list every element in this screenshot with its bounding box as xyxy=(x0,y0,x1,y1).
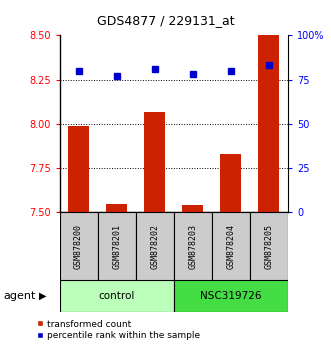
Bar xyxy=(60,212,98,280)
Bar xyxy=(174,280,288,312)
Bar xyxy=(174,212,212,280)
Text: GSM878202: GSM878202 xyxy=(150,223,159,269)
Bar xyxy=(220,154,241,212)
Text: control: control xyxy=(99,291,135,301)
Bar xyxy=(212,212,250,280)
Text: agent: agent xyxy=(3,291,36,301)
Text: GSM878201: GSM878201 xyxy=(112,223,121,269)
Legend: transformed count, percentile rank within the sample: transformed count, percentile rank withi… xyxy=(38,320,200,340)
Text: GSM878200: GSM878200 xyxy=(74,223,83,269)
Bar xyxy=(182,205,203,212)
Bar xyxy=(136,212,174,280)
Text: GSM878205: GSM878205 xyxy=(264,223,273,269)
Bar xyxy=(106,204,127,212)
Bar xyxy=(68,126,89,212)
Text: GSM878204: GSM878204 xyxy=(226,223,235,269)
Bar xyxy=(259,35,279,212)
Text: GSM878203: GSM878203 xyxy=(188,223,197,269)
Bar xyxy=(98,212,136,280)
Text: ▶: ▶ xyxy=(39,291,47,301)
Bar xyxy=(60,280,174,312)
Bar xyxy=(144,112,165,212)
Text: NSC319726: NSC319726 xyxy=(200,291,261,301)
Bar xyxy=(250,212,288,280)
Text: GDS4877 / 229131_at: GDS4877 / 229131_at xyxy=(97,14,234,27)
